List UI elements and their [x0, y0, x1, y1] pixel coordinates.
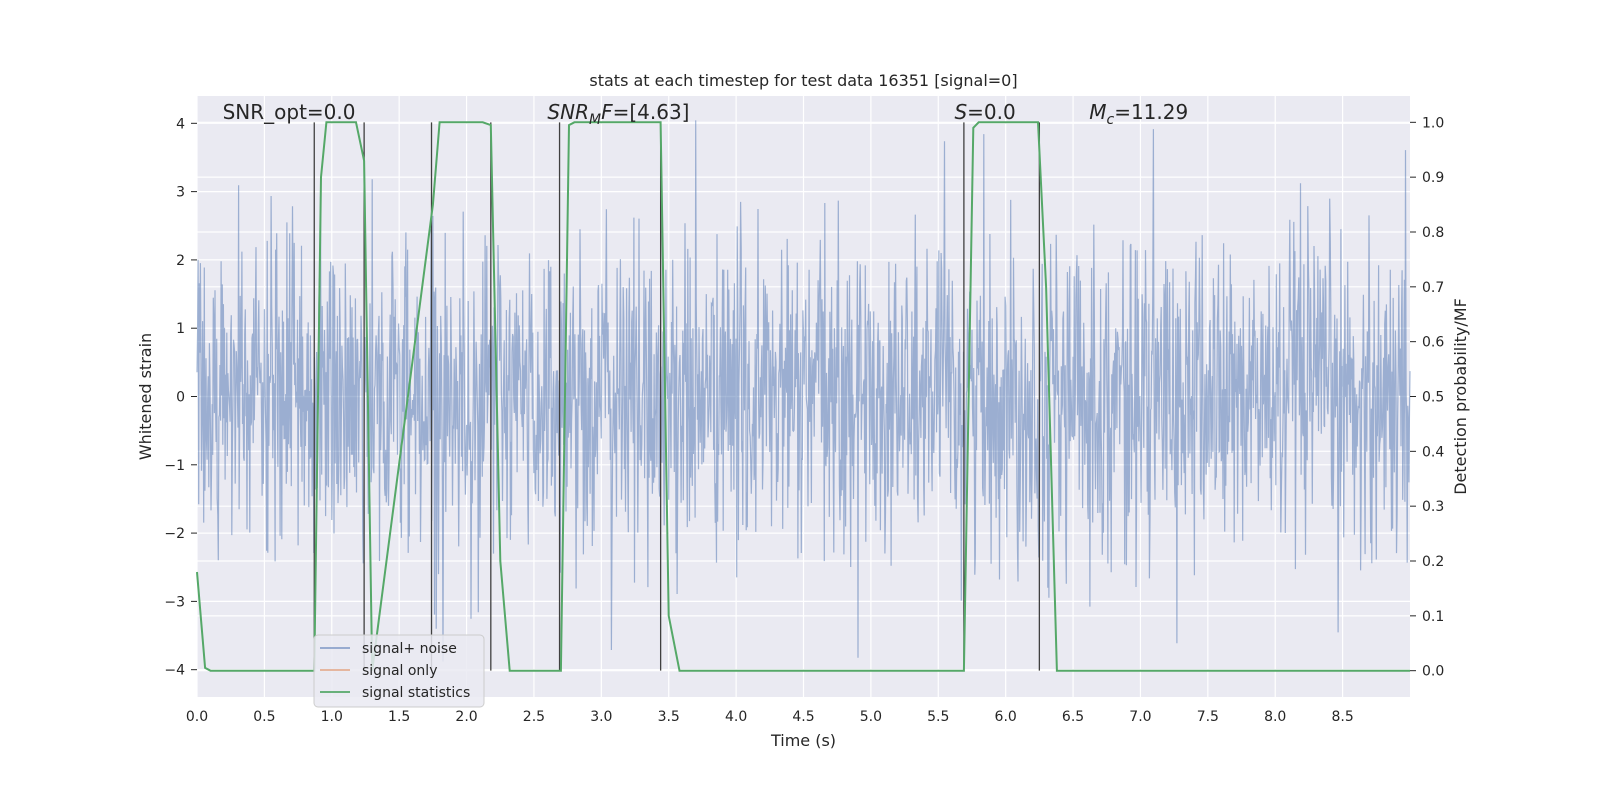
x-tick-label: 2.5: [523, 709, 545, 725]
y2-tick-label: 0.7: [1422, 280, 1444, 296]
y-tick-label: −4: [164, 663, 185, 679]
x-tick-label: 7.5: [1197, 709, 1219, 725]
y2-tick-label: 0.1: [1422, 609, 1444, 625]
legend-label: signal+ noise: [362, 641, 457, 657]
x-tick-label: 6.0: [995, 709, 1017, 725]
chart-title: stats at each timestep for test data 163…: [589, 71, 1017, 90]
x-tick-label: 4.5: [792, 709, 814, 725]
y-tick-label: −1: [164, 458, 185, 474]
x-tick-label: 5.5: [927, 709, 949, 725]
y2-tick-label: 0.2: [1422, 554, 1444, 570]
x-tick-label: 8.5: [1331, 709, 1353, 725]
y-tick-label: 3: [176, 185, 185, 201]
x-tick-label: 1.0: [321, 709, 343, 725]
y2-tick-label: 0.0: [1422, 664, 1444, 680]
noise-line: [196, 120, 1411, 662]
x-tick-label: 1.5: [388, 709, 410, 725]
y2-tick-label: 0.3: [1422, 499, 1444, 515]
y-tick-label: 0: [176, 390, 185, 406]
y2-tick-label: 0.6: [1422, 335, 1444, 351]
x-axis-label: Time (s): [770, 731, 836, 750]
legend-label: signal only: [362, 663, 437, 679]
y-axis-ticks: 4 3 2 1 0 −1 −2 −3 −4: [164, 116, 197, 679]
y2-axis-ticks: 1.0 0.9 0.8 0.7 0.6 0.5 0.4 0.3 0.2 0.1 0.0: [1410, 115, 1444, 680]
x-tick-label: 0.5: [253, 709, 275, 725]
x-tick-label: 7.0: [1129, 709, 1151, 725]
annotation-text: SNR_opt=0.0: [223, 100, 356, 124]
y2-tick-label: 0.8: [1422, 225, 1444, 241]
y-tick-label: 1: [176, 321, 185, 337]
y-tick-label: −3: [164, 594, 185, 610]
signal-statistics-series: [196, 121, 1410, 672]
x-tick-label: 8.0: [1264, 709, 1286, 725]
x-tick-label: 3.0: [590, 709, 612, 725]
y2-tick-label: 1.0: [1422, 115, 1444, 131]
x-tick-label: 4.0: [725, 709, 747, 725]
x-axis-ticks: 0.0 0.5 1.0 1.5 2.0 2.5 3.0 3.5 4.0 4.5 5.0 5.5 6.0 6…: [186, 709, 1354, 725]
y2-tick-label: 0.9: [1422, 170, 1444, 186]
vertical-markers: [313, 122, 1041, 671]
y-tick-label: 2: [176, 253, 185, 269]
x-tick-label: 5.0: [860, 709, 882, 725]
annotations: SNR_opt=0.0 SNRMF=[4.63] S=0.0 Mc=11.29: [223, 100, 1189, 128]
x-tick-label: 0.0: [186, 709, 208, 725]
y2-tick-label: 0.5: [1422, 390, 1444, 406]
signal-statistics-line: [196, 121, 1410, 672]
y2-axis-label: Detection probability/MF: [1451, 298, 1470, 495]
annotation-text: Mc=11.29: [1089, 100, 1188, 128]
annotation-text: SNRMF=[4.63]: [547, 100, 689, 128]
y2-tick-label: 0.4: [1422, 444, 1444, 460]
x-tick-label: 3.5: [658, 709, 680, 725]
legend-label: signal statistics: [362, 685, 470, 701]
x-tick-label: 2.0: [455, 709, 477, 725]
annotation-text: S=0.0: [954, 100, 1015, 124]
signal-noise-series: [196, 120, 1411, 662]
y-tick-label: 4: [176, 116, 185, 132]
legend-box: [313, 634, 485, 708]
y-axis-label: Whitened strain: [136, 333, 155, 460]
x-tick-label: 6.5: [1062, 709, 1084, 725]
y-tick-label: −2: [164, 526, 185, 542]
legend: signal+ noise signal only signal statistic…: [313, 634, 485, 708]
